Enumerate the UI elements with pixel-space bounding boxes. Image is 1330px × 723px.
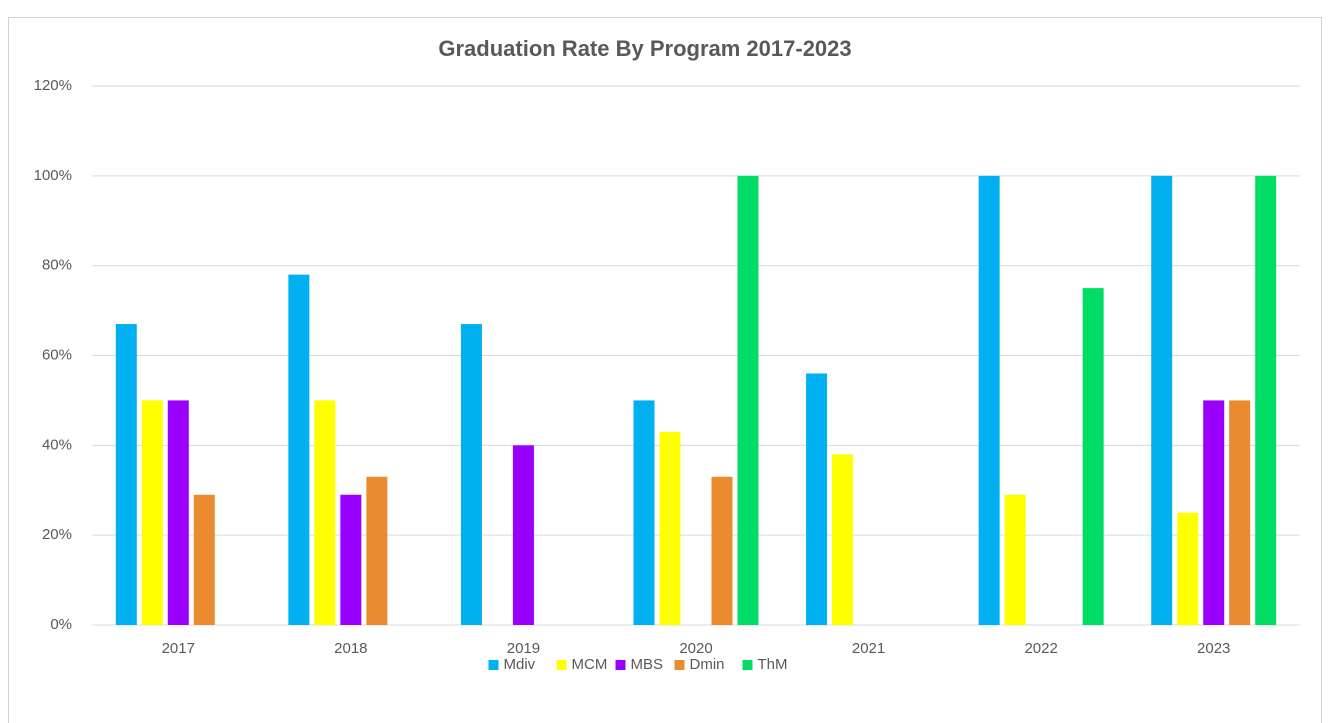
bar [288,274,310,625]
bar [340,494,362,625]
bar [1255,175,1277,626]
bar [141,400,163,625]
bar [314,400,336,625]
bar [366,476,388,625]
x-tick-label: 2021 [852,640,885,657]
bar [1004,494,1026,625]
bar [711,476,733,625]
x-tick-label: 2017 [162,640,195,657]
bar [512,445,534,625]
bar [1082,288,1104,625]
legend-label: MBS [631,656,664,673]
y-tick-label: 20% [42,526,72,543]
bar [167,400,189,625]
legend-swatch [742,660,753,670]
bar [633,400,655,625]
y-tick-label: 80% [42,257,72,274]
legend-label: Mdiv [504,656,536,673]
x-tick-label: 2020 [679,640,712,657]
y-tick-label: 60% [42,346,72,363]
legend-label: Dmin [690,656,725,673]
bar [737,175,759,626]
legend-swatch [556,660,567,670]
bar [659,431,681,625]
bar [460,324,482,625]
y-tick-label: 0% [50,616,72,633]
x-tick-label: 2022 [1024,640,1057,657]
bar [1229,400,1251,625]
x-tick-label: 2018 [334,640,367,657]
y-tick-label: 40% [42,436,72,453]
legend-swatch [674,660,685,670]
chart-title: Graduation Rate By Program 2017-2023 [438,36,851,61]
legend-swatch [488,660,499,670]
legend-label: MCM [572,656,608,673]
bar [806,373,828,625]
bar [115,324,137,625]
legend-label: ThM [758,656,788,673]
bar [193,494,215,625]
x-tick-label: 2023 [1197,640,1230,657]
bar [1203,400,1225,625]
y-tick-label: 120% [34,77,72,94]
bar [1177,512,1199,625]
y-tick-label: 100% [34,167,72,184]
bar [1151,175,1173,626]
bar [978,175,1000,626]
legend-swatch [615,660,626,670]
x-tick-label: 2019 [507,640,540,657]
bar [832,454,854,625]
